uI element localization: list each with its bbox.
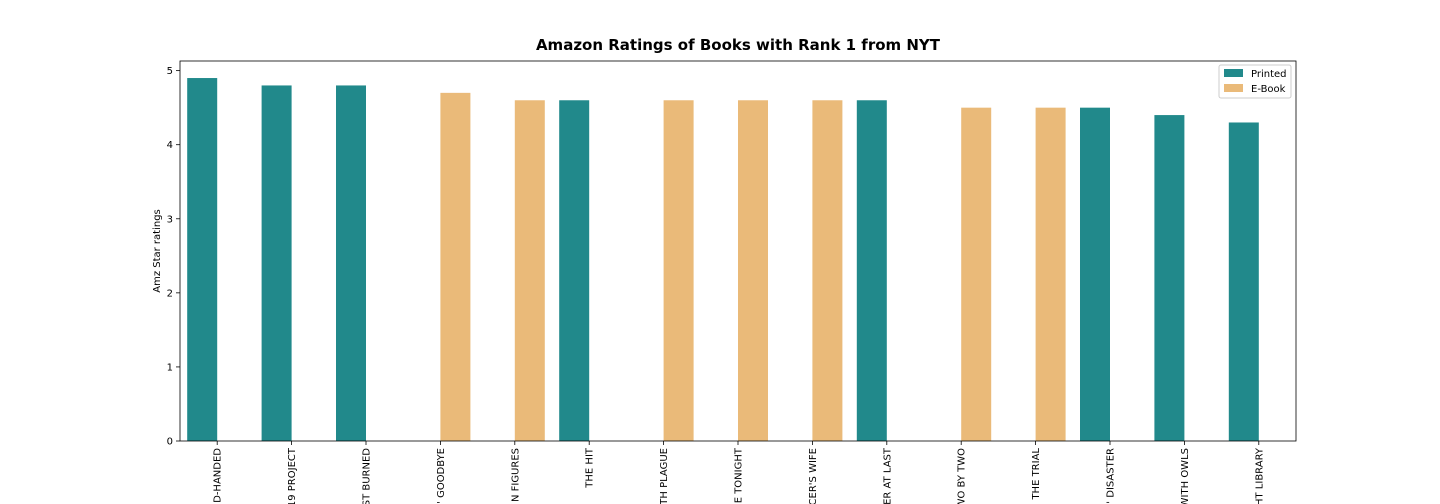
bar-e-book-6 [663, 100, 694, 441]
bar-e-book-3 [440, 92, 471, 441]
legend-label: E-Book [1251, 84, 1286, 95]
y-tick-label: 1 [167, 362, 173, 373]
x-tick-label: ' GOODBYE [436, 448, 447, 504]
bar-e-book-4 [514, 100, 545, 441]
x-tick-label: WITH OWLS [1180, 448, 1191, 504]
legend-swatch [1224, 69, 1243, 77]
bar-printed-13 [1154, 115, 1185, 442]
x-tick-label: E TONIGHT [734, 447, 745, 503]
bar-e-book-8 [812, 100, 843, 441]
y-tick-label: 4 [167, 140, 173, 151]
x-tick-label: ER AT LAST [882, 447, 893, 504]
y-tick-label: 0 [167, 437, 173, 448]
bar-printed-1 [261, 85, 292, 441]
x-tick-label: TH PLAGUE [659, 448, 670, 504]
legend-label: Printed [1251, 69, 1287, 80]
bars-group [187, 78, 1259, 442]
bar-e-book-10 [961, 107, 992, 442]
y-tick-label: 5 [167, 66, 173, 77]
bar-printed-9 [856, 100, 887, 441]
legend-swatch [1224, 84, 1243, 92]
x-tick-label: THE TRIAL [1031, 448, 1042, 501]
bar-printed-0 [187, 78, 218, 441]
bar-printed-5 [559, 100, 590, 441]
y-axis-label: Amz Star ratings [152, 209, 163, 293]
x-axis-ticks: D-HANDED 19 PROJECT ST BURNED ' GOODBYE N FI… [213, 441, 1265, 504]
x-tick-label: WO BY TWO [957, 448, 968, 504]
bar-e-book-7 [738, 100, 768, 441]
x-tick-label: CER'S WIFE [808, 448, 819, 504]
x-tick-label: THE HIT [585, 447, 596, 489]
plot-frame [179, 60, 1297, 442]
y-tick-label: 2 [167, 288, 173, 299]
x-tick-label: N FIGURES [510, 448, 521, 502]
y-axis-ticks: 0 1 2 3 4 5 [167, 66, 180, 448]
x-tick-label: 19 PROJECT [287, 447, 298, 504]
y-tick-label: 3 [167, 214, 173, 225]
bar-printed-14 [1228, 122, 1259, 442]
x-tick-label: HT LIBRARY [1254, 447, 1265, 504]
x-tick-label: ST BURNED [362, 448, 373, 504]
x-tick-label: D-HANDED [213, 448, 224, 503]
x-tick-label: ' DISASTER [1106, 448, 1117, 504]
bar-printed-2 [336, 85, 366, 441]
bar-printed-12 [1080, 107, 1110, 442]
bar-e-book-11 [1035, 107, 1066, 442]
legend: Printed E-Book [1218, 64, 1292, 99]
chart-title: Amazon Ratings of Books with Rank 1 from… [536, 36, 941, 54]
